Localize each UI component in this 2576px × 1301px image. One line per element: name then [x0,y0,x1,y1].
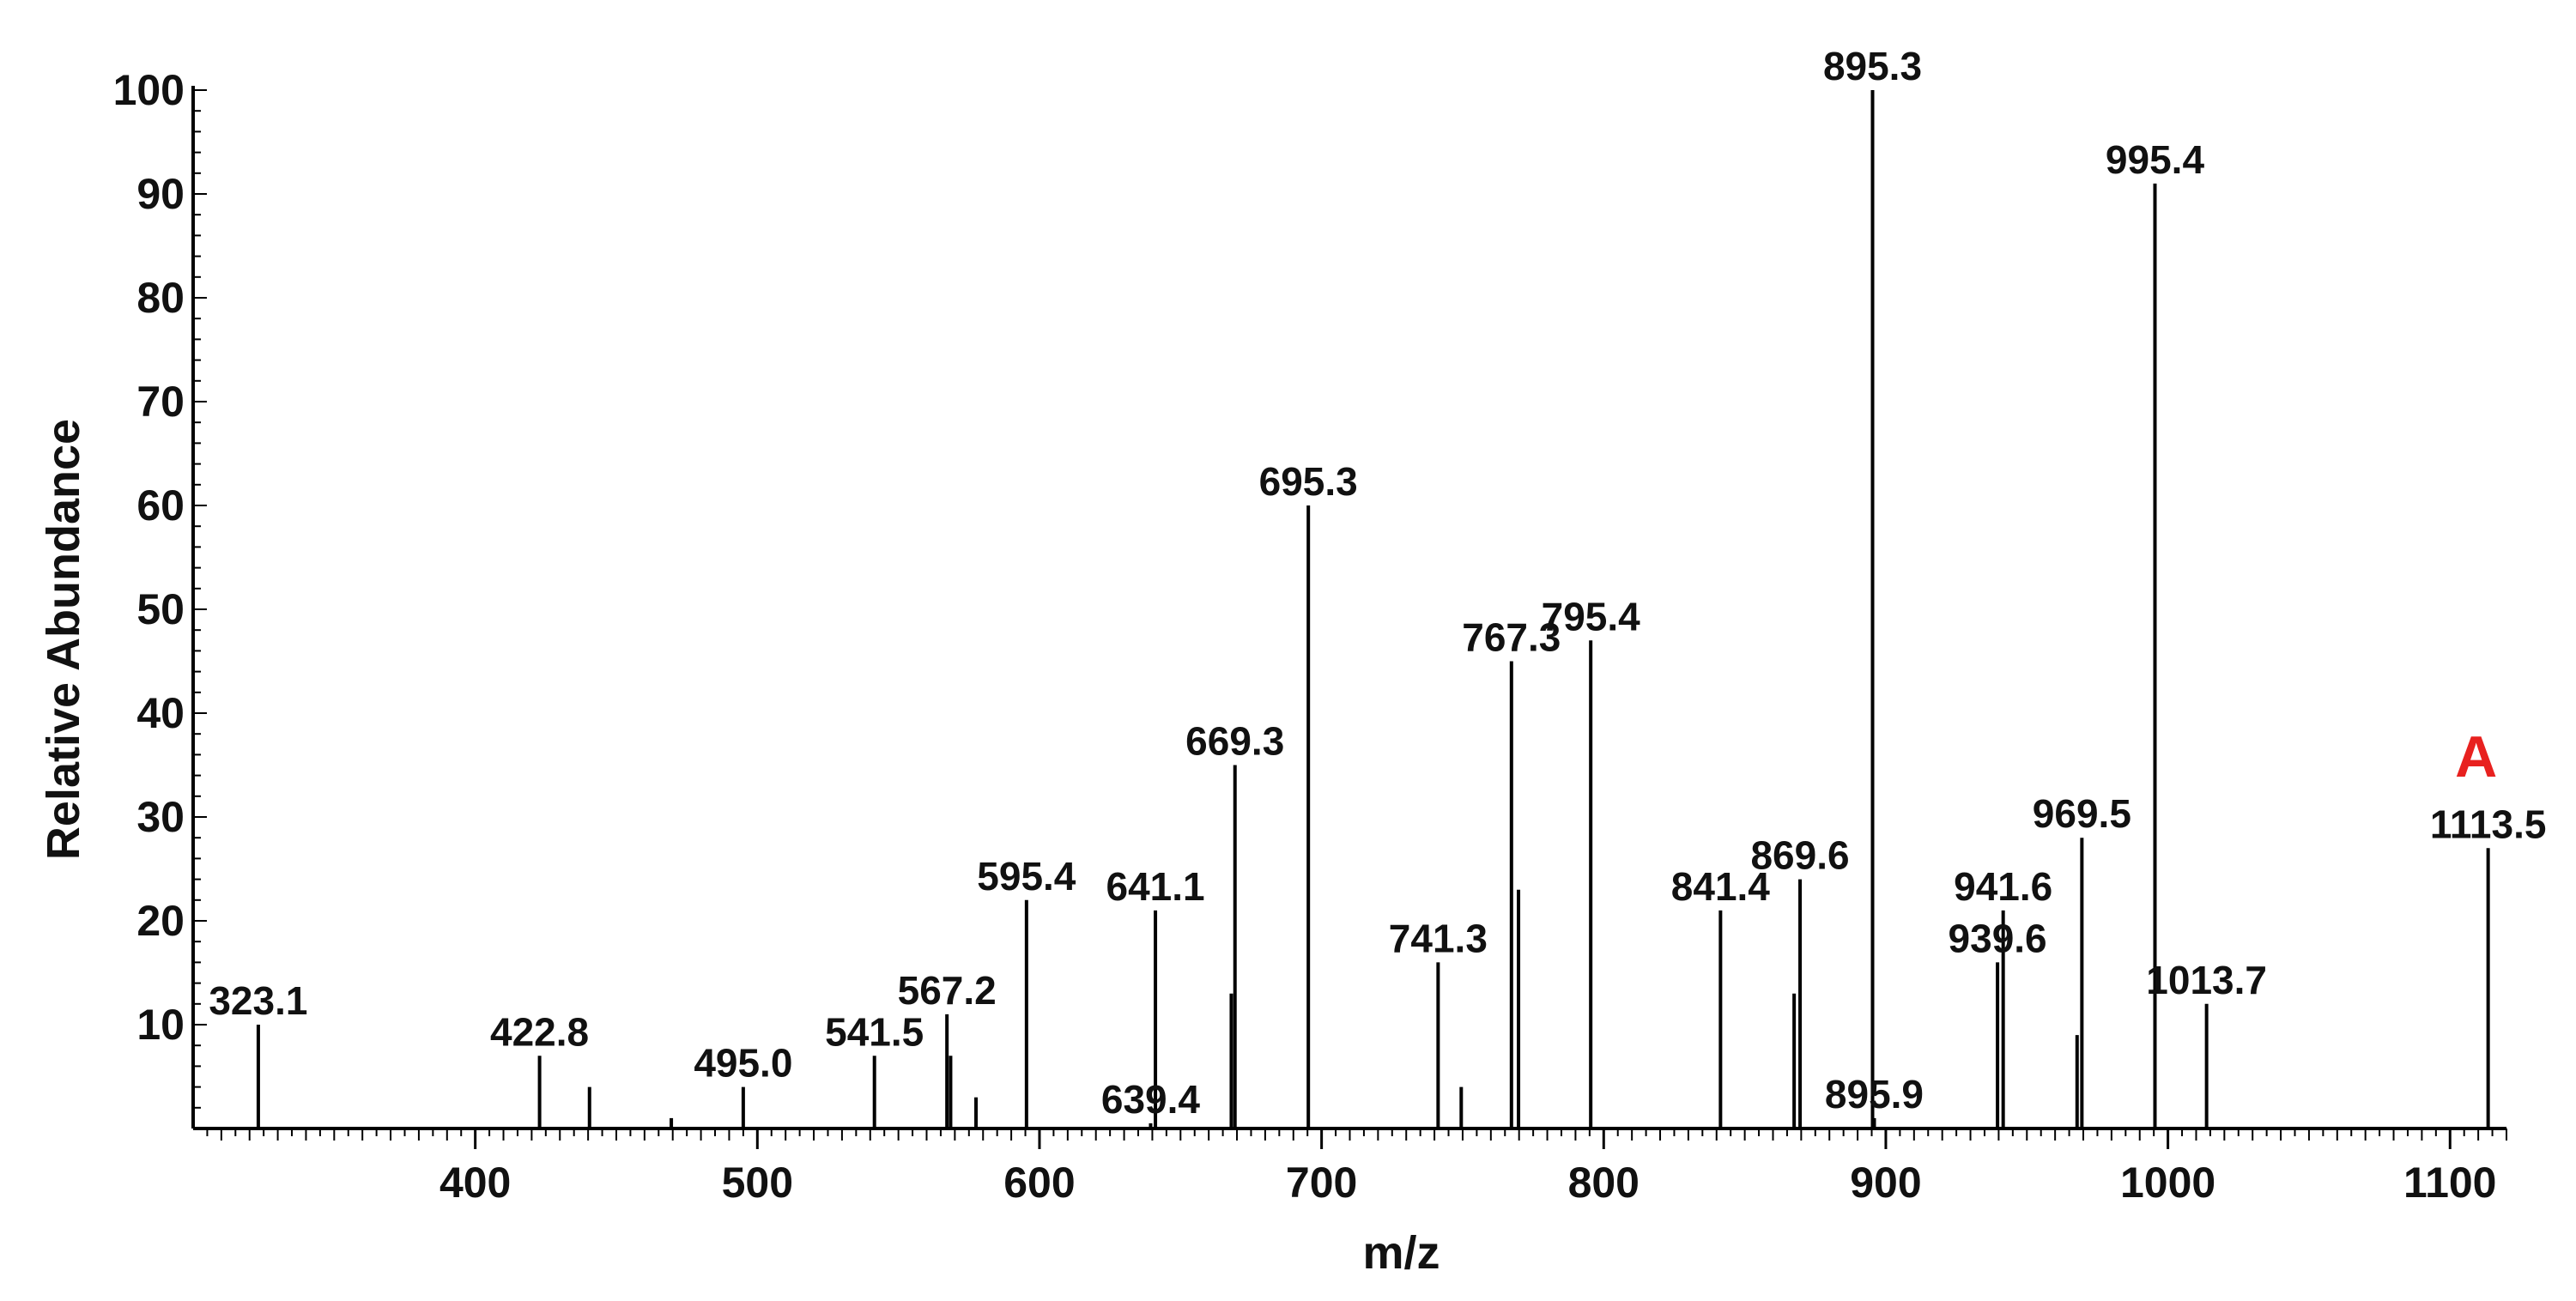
peak-label: 795.4 [1542,594,1641,638]
peak-label: 767.3 [1462,615,1561,660]
x-tick-label: 700 [1286,1159,1357,1207]
peak-label: 941.6 [1954,864,2052,909]
peak-label: 323.1 [209,978,307,1023]
y-axis-title: Relative Abundance [38,419,89,860]
y-tick-label: 30 [136,793,185,841]
y-tick-label: 60 [136,481,185,529]
peak-label: 422.8 [490,1009,589,1054]
x-tick-label: 1100 [2403,1159,2496,1207]
peak-bars [256,90,2490,1129]
x-major-ticks: 400 500 600 700 800 900 1000 1100 [439,1129,2497,1207]
x-minor-ticks [206,1129,2507,1141]
peak-label: 939.6 [1949,916,2047,960]
peak-label: 541.5 [825,1009,924,1054]
y-tick-label: 20 [136,897,185,945]
peak-label: 841.4 [1671,864,1771,909]
peak-label: 495.0 [694,1041,792,1086]
y-ticks: 10 20 30 40 50 60 70 80 90 100 [113,66,207,1109]
peak-label: 669.3 [1185,719,1284,764]
peak-label: 1113.5 [2430,802,2547,846]
peak-label: 595.4 [977,854,1076,899]
x-tick-label: 600 [1003,1159,1075,1207]
x-tick-label: 400 [439,1159,511,1207]
axes: 400 500 600 700 800 900 1000 1100 10 20 30 40 50 60 7… [113,66,2507,1207]
peak-label: 641.1 [1106,864,1204,909]
x-tick-label: 500 [722,1159,793,1207]
peak-label: 741.3 [1389,916,1488,960]
peak-label: 895.9 [1825,1072,1924,1116]
panel-label: A [2455,724,2497,790]
x-tick-label: 1000 [2120,1159,2215,1207]
y-tick-label: 70 [136,378,185,426]
peak-label: 869.6 [1750,833,1849,878]
peak-label: 969.5 [2033,791,2131,836]
y-tick-label: 90 [136,170,185,218]
y-tick-label: 40 [136,689,185,737]
peak-label: 695.3 [1259,459,1358,504]
peak-label: 1013.7 [2146,958,2267,1002]
peak-label: 995.4 [2106,137,2205,182]
y-tick-label: 50 [136,585,185,633]
peak-label: 639.4 [1101,1077,1201,1122]
x-axis-title: m/z [1362,1227,1440,1279]
y-tick-label: 100 [113,66,185,114]
y-tick-label: 10 [136,1001,185,1049]
peak-label: 895.3 [1823,44,1922,88]
y-tick-label: 80 [136,274,185,322]
peak-label: 567.2 [898,968,997,1013]
x-tick-label: 900 [1850,1159,1921,1207]
x-tick-label: 800 [1568,1159,1640,1207]
